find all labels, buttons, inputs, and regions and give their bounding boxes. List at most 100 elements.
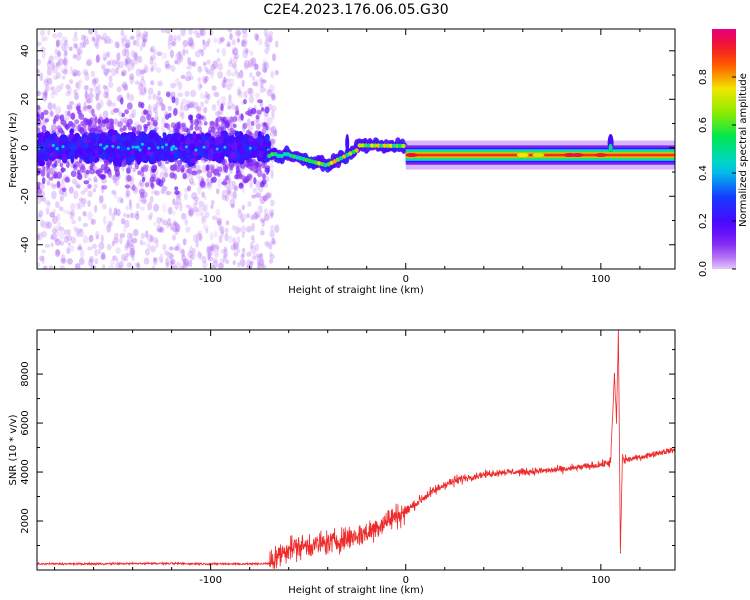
spectrogram-noise-cell xyxy=(50,62,55,71)
spectrogram-noise-cell xyxy=(170,82,176,89)
spectrogram-noise-cell xyxy=(52,55,58,60)
spectrogram-noise-cell xyxy=(144,248,150,256)
spectrogram-noise-cell xyxy=(149,56,154,65)
spectrogram-noise-cell xyxy=(37,69,40,74)
spectrogram-noise-cell xyxy=(243,46,248,54)
spectrogram-band-cell xyxy=(173,152,180,160)
spectrogram-noise-cell xyxy=(224,78,228,84)
spectrogram-noise-cell xyxy=(220,229,225,238)
spectrogram-noise-cell xyxy=(97,83,101,91)
spectrogram-noise-cell xyxy=(227,99,233,109)
spectrogram-noise-cell xyxy=(65,84,70,90)
spectrogram-noise-cell xyxy=(218,234,223,244)
spectrogram-noise-cell xyxy=(49,54,54,62)
spectrogram-noise-cell xyxy=(191,251,196,260)
spectrogram-noise-cell xyxy=(90,218,97,225)
spectrogram-noise-cell xyxy=(206,177,210,184)
spectrogram-noise-cell xyxy=(186,185,192,192)
snr-point xyxy=(385,520,387,522)
spectrogram-noise-cell xyxy=(231,48,235,55)
spectrogram-noise-cell xyxy=(53,225,59,231)
spectrogram-noise-cell xyxy=(115,66,119,75)
spectrogram-noise-cell xyxy=(249,260,254,265)
spectrogram-noise-cell xyxy=(255,114,260,120)
spectrogram-noise-cell xyxy=(83,180,90,185)
spectrogram-trace-cell xyxy=(379,143,384,148)
spectrogram-noise-cell xyxy=(175,261,182,269)
spectrogram-band-cell xyxy=(195,154,202,161)
spectrogram-noise-cell xyxy=(46,67,52,76)
spectrogram-noise-cell xyxy=(196,169,203,174)
spectrogram-noise-cell xyxy=(96,102,101,111)
spectrogram-noise-cell xyxy=(106,68,112,73)
spectrogram-noise-cell xyxy=(237,88,241,96)
spectrogram-noise-cell xyxy=(215,208,221,216)
spectrogram-noise-cell xyxy=(60,257,67,263)
spectrogram-noise-cell xyxy=(150,45,156,53)
spectrogram-noise-cell xyxy=(153,221,157,227)
spectrogram-noise-cell xyxy=(69,79,74,85)
spectrogram-band-cell xyxy=(141,136,149,146)
spectrogram-noise-cell xyxy=(92,78,97,83)
spectrogram-noise-cell xyxy=(238,91,244,98)
spectrogram-noise-cell xyxy=(132,167,137,173)
spectrogram-noise-cell xyxy=(155,95,160,104)
spectrogram-noise-cell xyxy=(181,249,185,257)
spectrogram-noise-cell xyxy=(111,240,115,247)
spectrogram-noise-cell xyxy=(271,105,277,112)
spectrogram-noise-cell xyxy=(264,240,270,247)
spectrogram-noise-cell xyxy=(267,117,273,125)
spectrogram-noise-cell xyxy=(182,39,189,47)
spectrogram-noise-cell xyxy=(42,93,48,102)
spectrogram-noise-cell xyxy=(253,33,260,40)
spectrogram-noise-cell xyxy=(116,61,121,71)
spectrogram-noise-cell xyxy=(190,41,196,50)
snr-ytick-label: 4000 xyxy=(20,459,31,484)
spectrogram-noise-cell xyxy=(104,71,109,77)
spectrogram-noise-cell xyxy=(38,210,44,217)
snr-xlabel: Height of straight line (km) xyxy=(288,585,424,596)
spectrogram-noise-cell xyxy=(106,99,112,107)
spectrogram-band-cell xyxy=(53,142,60,152)
spectrogram-noise-cell xyxy=(199,180,206,188)
snr-point xyxy=(278,554,280,556)
spectrogram-noise-cell xyxy=(203,61,207,69)
spectrogram-noise-cell xyxy=(95,85,99,92)
spectrogram-band-cell xyxy=(223,138,229,145)
spectrogram-noise-cell xyxy=(124,49,130,58)
spectrogram-noise-cell xyxy=(212,257,218,264)
spectrogram-noise-cell xyxy=(215,188,220,195)
spectrogram-noise-cell xyxy=(270,94,276,99)
spectrogram-noise-cell xyxy=(37,189,43,194)
spectrogram-noise-cell xyxy=(161,52,168,60)
spectrogram-noise-cell xyxy=(65,248,72,254)
spectrogram-noise-cell xyxy=(128,244,135,251)
spectrogram-noise-cell xyxy=(197,186,202,195)
spectrogram-noise-cell xyxy=(182,46,186,55)
spectrogram-noise-cell xyxy=(56,39,62,46)
spectrogram-noise-cell xyxy=(168,246,174,251)
spectrogram-noise-cell xyxy=(224,232,229,242)
spectrogram-noise-cell xyxy=(83,101,87,110)
spectrogram-noise-cell xyxy=(202,61,207,66)
spectrogram-noise-cell xyxy=(51,190,57,200)
spectrogram-noise-cell xyxy=(128,93,134,102)
spectrogram-noise-cell xyxy=(84,70,88,77)
spectrogram-noise-cell xyxy=(59,82,64,90)
spectrogram-noise-cell xyxy=(135,202,141,209)
spectrogram-noise-cell xyxy=(210,265,216,269)
spectrogram-noise-cell xyxy=(43,89,48,99)
spectrogram-noise-cell xyxy=(205,164,210,171)
spectrogram-noise-cell xyxy=(167,217,172,227)
spectrogram-noise-cell xyxy=(51,65,58,74)
spectrogram-noise-cell xyxy=(137,170,141,176)
spectrogram-noise-cell xyxy=(242,32,248,40)
spectrogram-noise-cell xyxy=(104,160,109,169)
spectrogram-noise-cell xyxy=(171,96,176,104)
spectrogram-noise-cell xyxy=(40,169,46,177)
spectrogram-noise-cell xyxy=(131,108,137,118)
spectrogram-noise-cell xyxy=(91,79,97,86)
spectrogram-trace-cell xyxy=(354,148,359,153)
spectrogram-noise-cell xyxy=(111,189,116,195)
spectrogram-noise-cell xyxy=(74,92,79,101)
